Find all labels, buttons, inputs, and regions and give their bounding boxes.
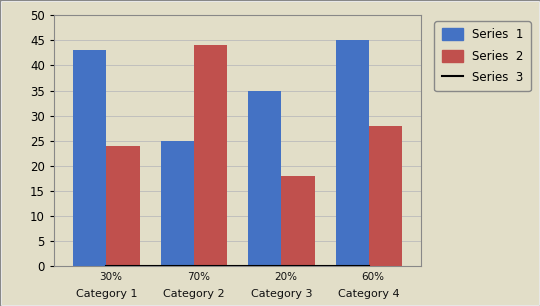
Text: 20%: 20% (274, 272, 297, 282)
Bar (106, 146, 140, 266)
Bar (73, 50, 106, 266)
Text: Category 4: Category 4 (338, 289, 400, 299)
Text: 70%: 70% (187, 272, 210, 282)
Bar (161, 141, 194, 266)
Text: Category 1: Category 1 (76, 289, 137, 299)
Bar (248, 91, 281, 266)
Bar (281, 176, 314, 266)
Text: Category 2: Category 2 (163, 289, 225, 299)
Text: 30%: 30% (99, 272, 123, 282)
Bar (335, 40, 369, 266)
Bar (369, 126, 402, 266)
Legend: Series  1, Series  2, Series  3: Series 1, Series 2, Series 3 (435, 21, 531, 91)
Text: Category 3: Category 3 (251, 289, 312, 299)
Bar (194, 45, 227, 266)
Text: 60%: 60% (362, 272, 384, 282)
